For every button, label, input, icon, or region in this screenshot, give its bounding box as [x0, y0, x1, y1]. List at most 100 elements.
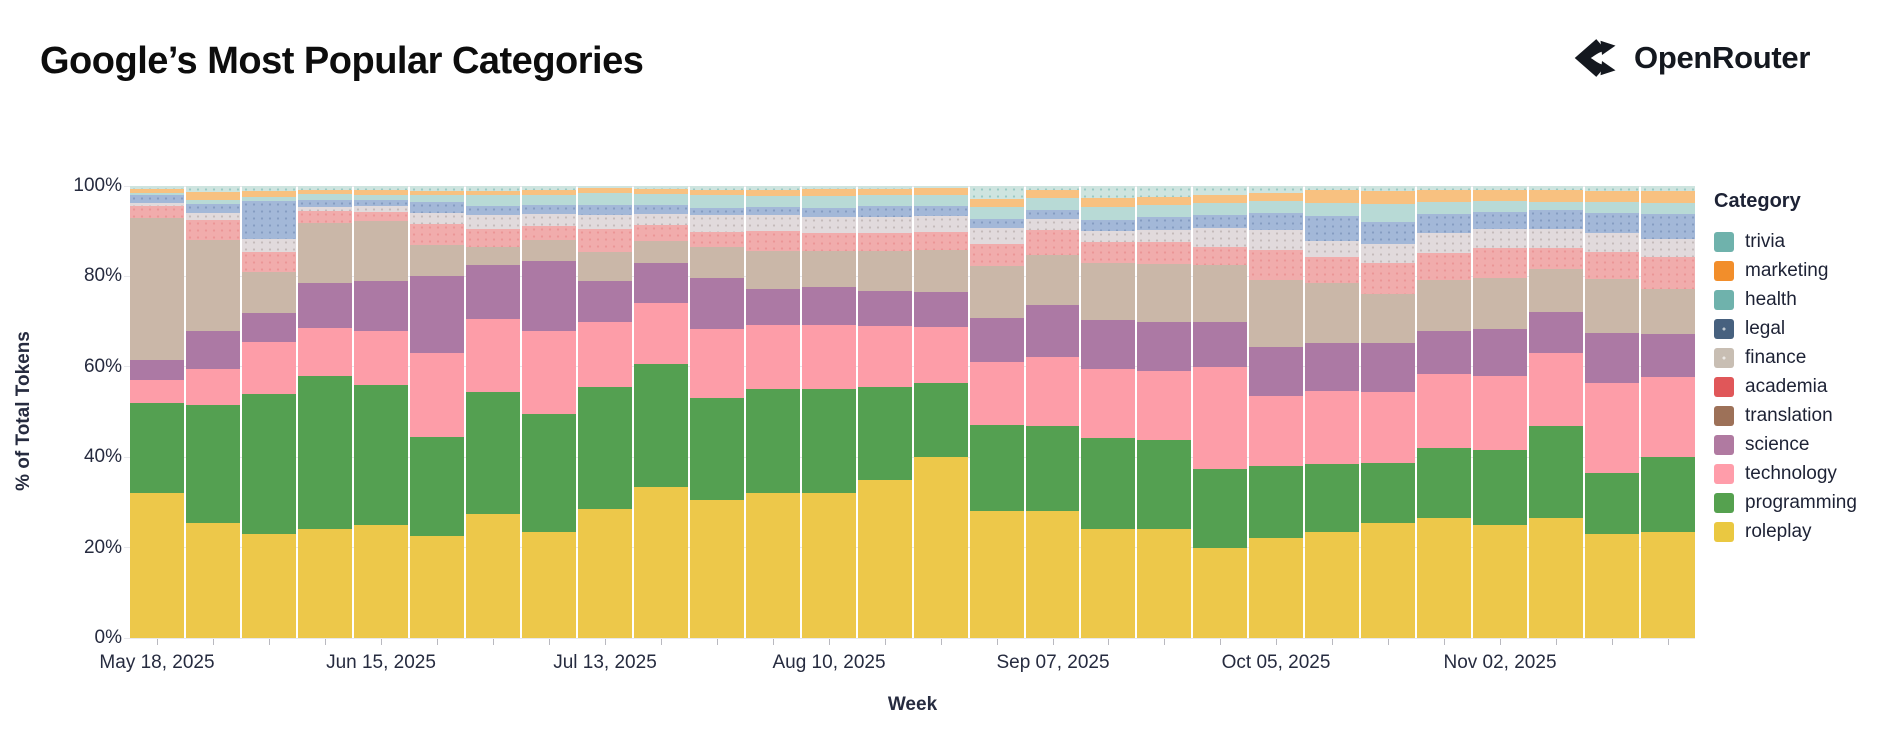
segment-trivia[interactable]	[689, 186, 744, 191]
segment-finance[interactable]	[1361, 243, 1416, 264]
legend-item-marketing[interactable]: marketing	[1714, 256, 1857, 285]
segment-roleplay[interactable]	[633, 486, 688, 638]
segment-programming[interactable]	[689, 398, 744, 501]
segment-roleplay[interactable]	[1473, 524, 1528, 638]
segment-programming[interactable]	[1137, 439, 1192, 530]
segment-trivia[interactable]	[1305, 186, 1360, 191]
segment-health[interactable]	[1473, 201, 1528, 213]
segment-health[interactable]	[1417, 201, 1472, 214]
segment-technology[interactable]	[185, 368, 240, 406]
segment-roleplay[interactable]	[1585, 533, 1640, 638]
legend-item-health[interactable]: health	[1714, 285, 1857, 314]
segment-finance[interactable]	[1473, 229, 1528, 248]
segment-translation[interactable]	[353, 220, 408, 281]
segment-roleplay[interactable]	[969, 511, 1024, 638]
segment-marketing[interactable]	[521, 189, 576, 196]
segment-translation[interactable]	[1529, 269, 1584, 312]
segment-technology[interactable]	[1025, 356, 1080, 426]
segment-science[interactable]	[185, 330, 240, 369]
segment-legal[interactable]	[1025, 209, 1080, 219]
segment-marketing[interactable]	[1249, 193, 1304, 201]
segment-science[interactable]	[969, 318, 1024, 362]
segment-academia[interactable]	[521, 225, 576, 241]
segment-science[interactable]	[1249, 347, 1304, 397]
segment-roleplay[interactable]	[1193, 547, 1248, 638]
segment-translation[interactable]	[1193, 265, 1248, 322]
segment-trivia[interactable]	[1249, 186, 1304, 194]
segment-science[interactable]	[745, 289, 800, 325]
segment-health[interactable]	[1641, 203, 1696, 214]
segment-programming[interactable]	[857, 387, 912, 480]
segment-roleplay[interactable]	[353, 524, 408, 638]
segment-academia[interactable]	[745, 231, 800, 252]
segment-roleplay[interactable]	[1361, 522, 1416, 638]
segment-technology[interactable]	[130, 380, 184, 403]
segment-roleplay[interactable]	[185, 522, 240, 638]
segment-technology[interactable]	[521, 330, 576, 415]
segment-roleplay[interactable]	[1249, 538, 1304, 638]
segment-legal[interactable]	[1249, 212, 1304, 230]
segment-trivia[interactable]	[241, 186, 296, 192]
segment-translation[interactable]	[185, 240, 240, 331]
segment-translation[interactable]	[1641, 289, 1696, 335]
segment-technology[interactable]	[241, 341, 296, 394]
segment-legal[interactable]	[1361, 221, 1416, 244]
legend-item-roleplay[interactable]: roleplay	[1714, 517, 1857, 546]
segment-health[interactable]	[1193, 202, 1248, 215]
segment-legal[interactable]	[1193, 214, 1248, 229]
legend-item-trivia[interactable]: trivia	[1714, 227, 1857, 256]
segment-finance[interactable]	[241, 239, 296, 252]
segment-trivia[interactable]	[409, 186, 464, 191]
segment-translation[interactable]	[1305, 283, 1360, 343]
segment-science[interactable]	[409, 276, 464, 354]
segment-health[interactable]	[465, 195, 520, 207]
segment-finance[interactable]	[1305, 240, 1360, 258]
segment-health[interactable]	[1585, 201, 1640, 214]
segment-health[interactable]	[1081, 206, 1136, 220]
segment-technology[interactable]	[409, 353, 464, 437]
segment-science[interactable]	[913, 292, 968, 328]
segment-finance[interactable]	[185, 213, 240, 220]
segment-finance[interactable]	[689, 214, 744, 232]
segment-legal[interactable]	[745, 207, 800, 216]
segment-science[interactable]	[689, 278, 744, 330]
segment-marketing[interactable]	[1641, 190, 1696, 204]
segment-health[interactable]	[1361, 204, 1416, 222]
segment-roleplay[interactable]	[1081, 529, 1136, 638]
segment-roleplay[interactable]	[130, 493, 184, 638]
legend-item-programming[interactable]: programming	[1714, 488, 1857, 517]
segment-health[interactable]	[241, 197, 296, 201]
segment-marketing[interactable]	[409, 190, 464, 196]
segment-health[interactable]	[1529, 201, 1584, 211]
legend-item-science[interactable]: science	[1714, 430, 1857, 459]
segment-science[interactable]	[297, 283, 352, 329]
segment-science[interactable]	[857, 290, 912, 327]
segment-trivia[interactable]	[297, 186, 352, 190]
legend-item-academia[interactable]: academia	[1714, 372, 1857, 401]
segment-health[interactable]	[689, 195, 744, 209]
segment-academia[interactable]	[689, 231, 744, 247]
segment-legal[interactable]	[241, 200, 296, 240]
segment-science[interactable]	[1025, 305, 1080, 357]
segment-finance[interactable]	[801, 217, 856, 233]
segment-health[interactable]	[913, 194, 968, 207]
segment-programming[interactable]	[1473, 450, 1528, 525]
segment-science[interactable]	[1585, 332, 1640, 383]
segment-legal[interactable]	[1305, 215, 1360, 241]
segment-health[interactable]	[857, 195, 912, 206]
segment-academia[interactable]	[1193, 246, 1248, 266]
segment-marketing[interactable]	[1473, 189, 1528, 202]
segment-programming[interactable]	[801, 389, 856, 494]
segment-translation[interactable]	[1473, 277, 1528, 329]
segment-academia[interactable]	[241, 251, 296, 272]
segment-science[interactable]	[633, 262, 688, 304]
segment-technology[interactable]	[1473, 376, 1528, 451]
segment-roleplay[interactable]	[801, 493, 856, 638]
segment-science[interactable]	[130, 359, 184, 381]
segment-trivia[interactable]	[1081, 186, 1136, 199]
segment-legal[interactable]	[1641, 214, 1696, 240]
segment-trivia[interactable]	[1193, 186, 1248, 196]
segment-trivia[interactable]	[969, 186, 1024, 200]
segment-legal[interactable]	[1585, 213, 1640, 234]
segment-academia[interactable]	[577, 228, 632, 252]
